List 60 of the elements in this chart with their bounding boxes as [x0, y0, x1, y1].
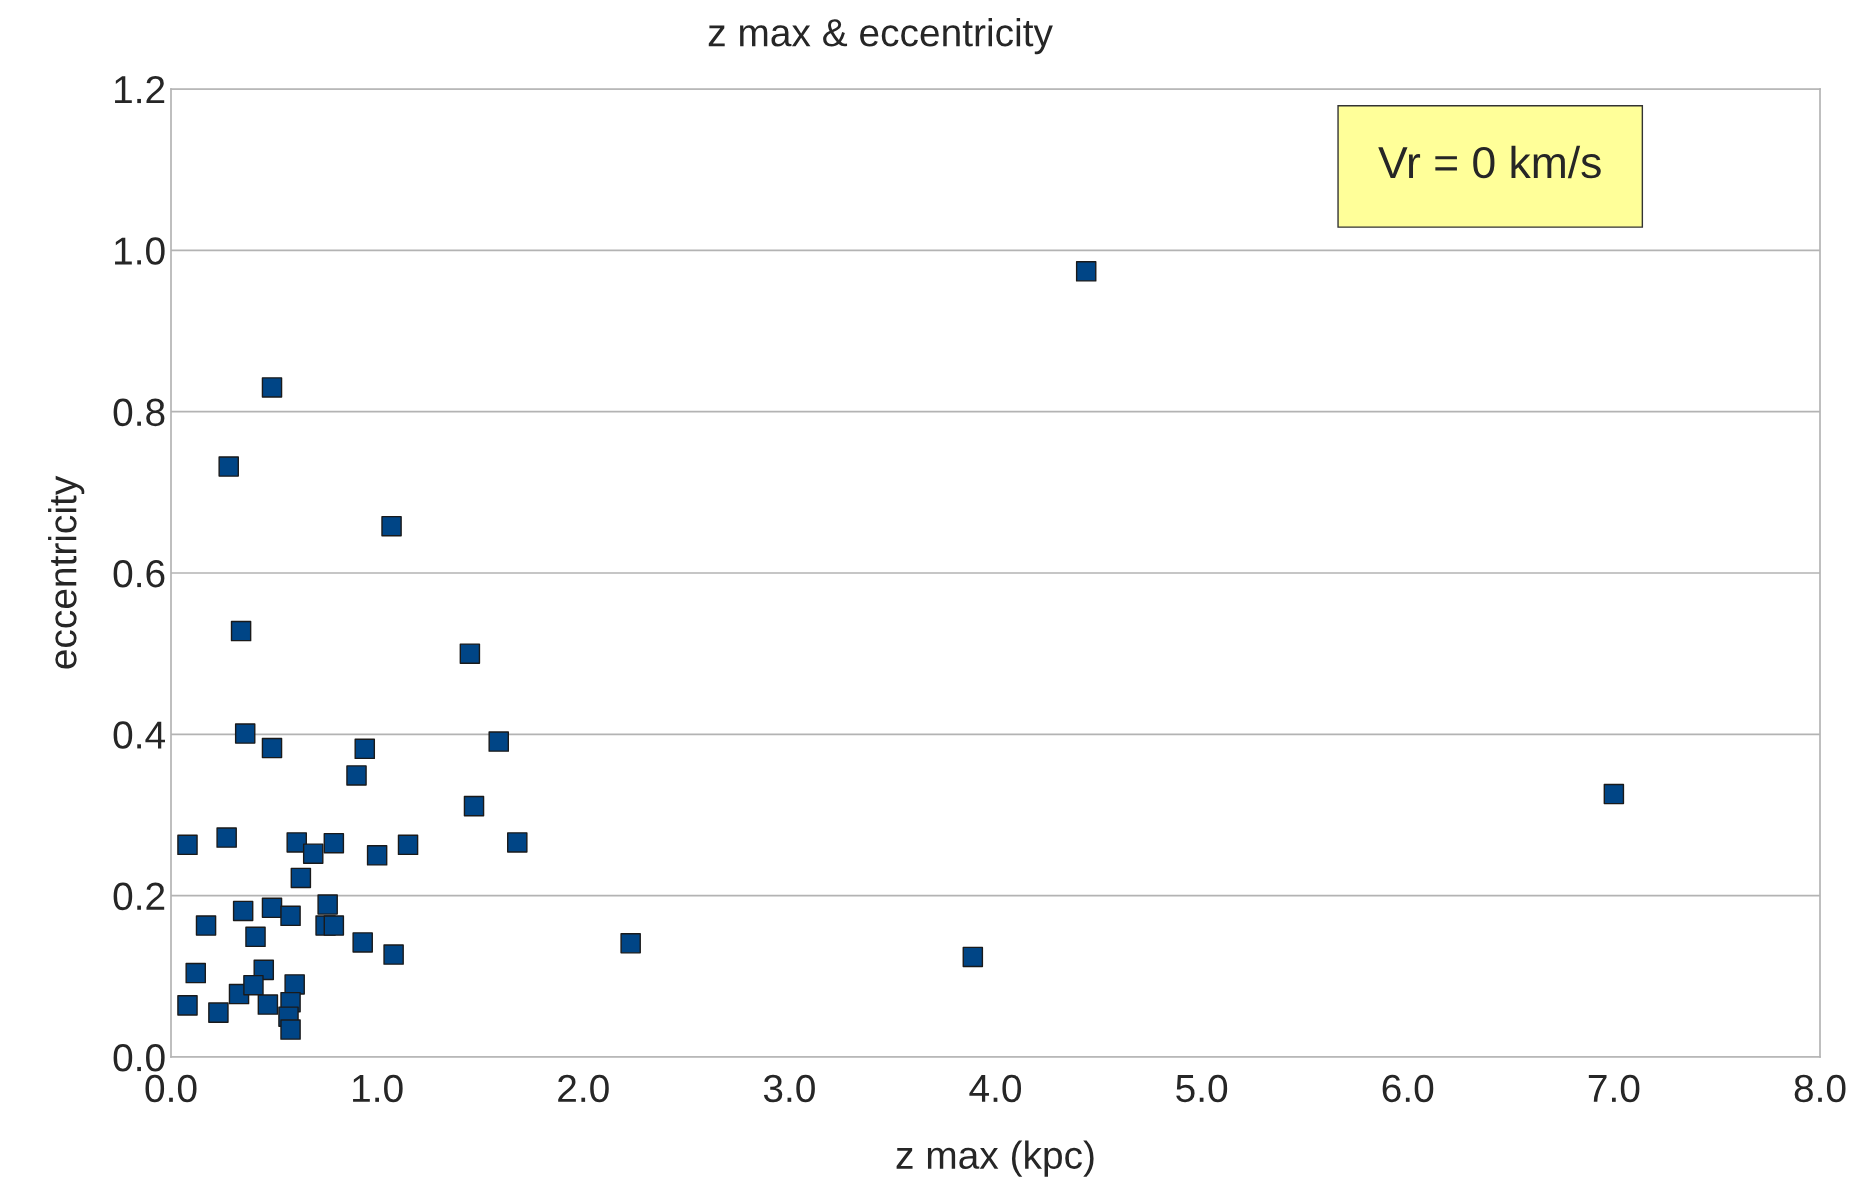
point [195, 915, 217, 936]
point [383, 944, 404, 965]
chart-title: z max & eccentricity [708, 17, 1053, 55]
point [962, 946, 984, 968]
x-tick-label: 6.0 [1382, 1074, 1434, 1103]
point [317, 894, 338, 915]
point [352, 932, 373, 953]
x-axis-title: z max (kpc) [896, 1140, 1094, 1177]
point [463, 795, 485, 817]
point [216, 827, 237, 848]
point [230, 620, 252, 642]
x-tick-label: 1.0 [353, 1074, 403, 1103]
y-tick-label: 1.2 [115, 75, 165, 104]
point [397, 834, 419, 856]
point [245, 926, 266, 948]
point [507, 832, 528, 853]
x-tick-label: 0.0 [145, 1074, 197, 1103]
point [177, 995, 198, 1016]
x-tick-label: 8.0 [1794, 1074, 1846, 1103]
point [261, 897, 283, 919]
point [346, 765, 367, 786]
point [243, 974, 264, 996]
y-tick-label: 1.0 [115, 237, 165, 265]
point [1603, 783, 1625, 805]
point [284, 974, 305, 995]
point [488, 731, 510, 752]
point [290, 867, 312, 889]
point [232, 900, 254, 922]
y-tick-label: 0.0 [113, 1043, 165, 1072]
point [286, 832, 308, 853]
point [302, 843, 324, 864]
point [381, 515, 402, 537]
point [261, 737, 283, 759]
point [459, 643, 481, 664]
annotation: Vr = 0 km/s [1378, 145, 1601, 179]
y-tick-label: 0.8 [113, 398, 165, 427]
point [261, 377, 283, 398]
x-tick-label: 7.0 [1588, 1074, 1640, 1103]
x-tick-label: 3.0 [763, 1074, 815, 1103]
point [280, 905, 301, 927]
x-tick-label: 5.0 [1176, 1074, 1228, 1103]
point [620, 932, 641, 954]
point [323, 832, 345, 854]
point [218, 456, 239, 477]
x-tick-label: 4.0 [969, 1074, 1022, 1103]
y-tick-label: 0.4 [113, 721, 166, 749]
point [177, 834, 198, 856]
point [257, 994, 279, 1015]
point [1075, 261, 1097, 282]
y-tick-label: 0.2 [113, 882, 165, 911]
y-tick-label: 0.6 [113, 559, 165, 588]
y-axis-title: eccentricity [48, 475, 85, 669]
point [234, 723, 256, 744]
point [366, 845, 388, 866]
point [185, 962, 207, 984]
x-tick-label: 2.0 [558, 1074, 609, 1103]
point [354, 738, 376, 760]
point [208, 1002, 229, 1023]
point [323, 915, 345, 936]
point [280, 1019, 301, 1040]
